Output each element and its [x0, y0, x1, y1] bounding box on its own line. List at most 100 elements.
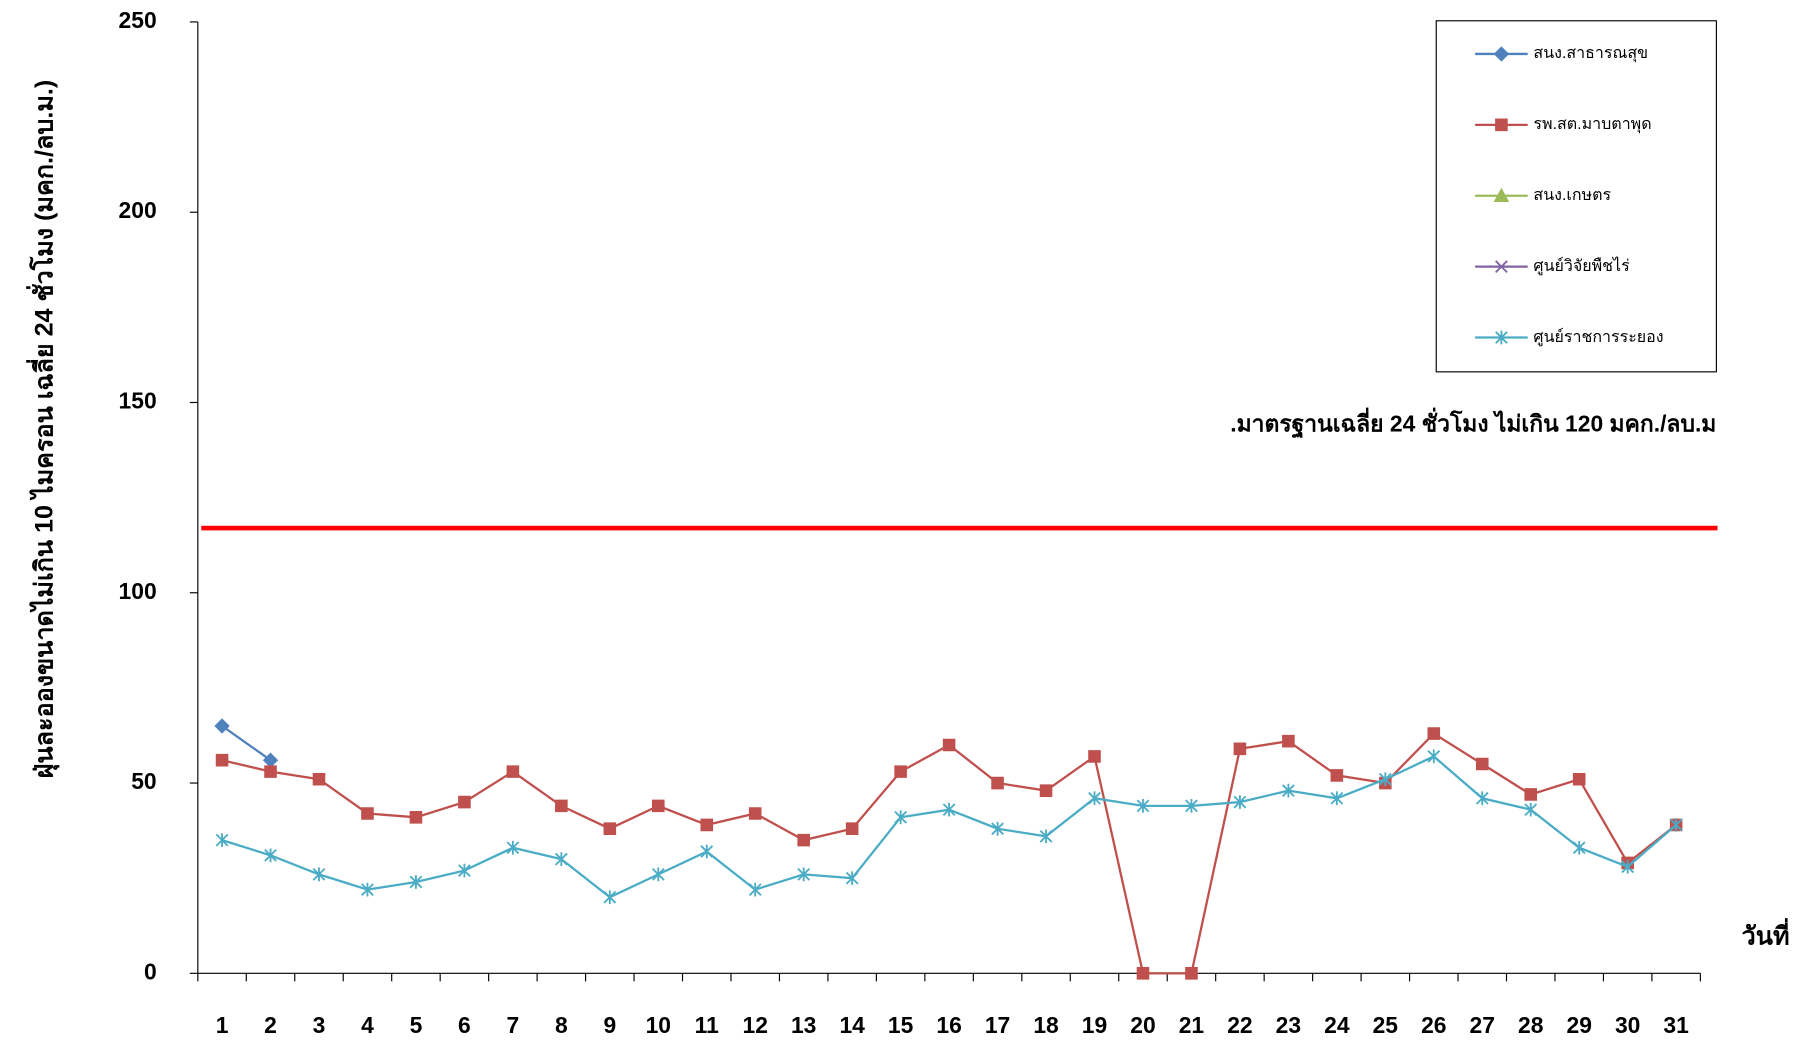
- marker: [1572, 840, 1586, 855]
- legend-marker: [1493, 187, 1510, 203]
- x-tick-label: 4: [361, 1012, 374, 1038]
- marker: [1185, 799, 1198, 813]
- marker: [797, 867, 811, 882]
- marker: [1427, 727, 1441, 740]
- marker: [748, 882, 762, 897]
- x-tick-label: 21: [1179, 1012, 1205, 1038]
- x-tick-label: 7: [507, 1012, 520, 1038]
- marker: [264, 765, 277, 778]
- series-line: [221, 732, 1677, 975]
- y-tick-label: 200: [119, 197, 157, 223]
- marker: [555, 799, 568, 813]
- legend-marker: [1495, 260, 1508, 274]
- legend-label: ศูนย์ราชการระยอง: [1533, 327, 1663, 347]
- marker: [991, 776, 1004, 790]
- marker: [894, 765, 907, 778]
- x-tick-label: 25: [1373, 1012, 1399, 1038]
- x-tick-label: 14: [839, 1012, 865, 1038]
- legend-marker: [1495, 330, 1508, 345]
- marker: [409, 811, 423, 824]
- marker: [215, 753, 229, 767]
- marker: [1088, 750, 1101, 763]
- x-tick-label: 6: [458, 1012, 471, 1038]
- legend-label: ศูนย์วิจัยพืชไร่: [1533, 256, 1630, 276]
- marker: [1330, 769, 1344, 782]
- marker: [1233, 795, 1247, 809]
- marker: [651, 799, 665, 813]
- x-tick-label: 20: [1130, 1012, 1155, 1038]
- marker: [991, 821, 1004, 836]
- marker: [361, 882, 374, 897]
- marker: [1039, 784, 1053, 797]
- x-tick-label: 26: [1421, 1012, 1446, 1038]
- marker: [215, 833, 229, 847]
- x-tick-label: 2: [264, 1012, 277, 1038]
- marker: [264, 848, 277, 863]
- marker: [312, 772, 326, 786]
- marker: [1524, 788, 1538, 801]
- x-tick-label: 30: [1615, 1012, 1640, 1038]
- marker: [1088, 791, 1101, 806]
- marker: [797, 833, 810, 847]
- x-tick-label: 18: [1033, 1012, 1059, 1038]
- marker: [361, 807, 374, 820]
- marker: [942, 802, 956, 817]
- marker: [651, 867, 665, 882]
- x-tick-label: 28: [1518, 1012, 1544, 1038]
- marker: [1136, 967, 1150, 980]
- marker: [1136, 799, 1150, 813]
- legend-marker: [1495, 118, 1508, 132]
- marker: [1427, 749, 1441, 764]
- x-tick-label: 1: [216, 1012, 229, 1038]
- annotation: .มาตรฐานเฉลี่ย 24 ชั่วโมง ไม่เกิน 120 มค…: [1230, 408, 1716, 439]
- y-tick-label: 250: [119, 7, 157, 33]
- marker: [458, 795, 471, 809]
- x-tick-label: 15: [888, 1012, 914, 1038]
- marker: [1475, 791, 1489, 806]
- marker: [1475, 757, 1489, 771]
- x-tick-label: 22: [1227, 1012, 1252, 1038]
- marker: [894, 810, 907, 825]
- marker: [262, 752, 279, 768]
- marker: [506, 840, 520, 855]
- x-tick-label: 31: [1663, 1012, 1689, 1038]
- marker: [1572, 772, 1586, 786]
- marker: [409, 875, 423, 889]
- x-tick-label: 16: [936, 1012, 961, 1038]
- marker: [1039, 829, 1053, 844]
- marker: [1330, 791, 1344, 806]
- y-axis-label: ฝุ่นละอองขนาดไม่เกิน 10 ไมครอน เฉลี่ย 24…: [25, 80, 60, 779]
- marker: [506, 765, 520, 778]
- x-tick-label: 27: [1470, 1012, 1495, 1038]
- series-line: [221, 725, 272, 762]
- x-tick-label: 19: [1082, 1012, 1107, 1038]
- marker: [1233, 742, 1247, 756]
- x-tick-label: 13: [791, 1012, 816, 1038]
- marker: [603, 890, 617, 905]
- x-axis-label: วันที่: [1742, 918, 1790, 951]
- marker: [845, 822, 859, 836]
- legend-label: สนง.เกษตร: [1533, 187, 1611, 204]
- x-tick-label: 9: [603, 1012, 616, 1038]
- legend-label: รพ.สต.มาบตาพุด: [1533, 116, 1651, 134]
- marker: [554, 852, 568, 867]
- marker: [312, 867, 326, 882]
- x-tick-label: 8: [555, 1012, 568, 1038]
- marker: [1621, 859, 1635, 874]
- marker: [748, 807, 762, 820]
- marker: [458, 863, 471, 878]
- marker: [1282, 783, 1295, 798]
- marker: [700, 818, 714, 832]
- y-tick-label: 100: [119, 578, 157, 604]
- series-line: [221, 755, 1677, 899]
- x-tick-label: 23: [1276, 1012, 1301, 1038]
- marker: [1185, 967, 1198, 980]
- marker: [1669, 818, 1683, 832]
- x-tick-label: 12: [743, 1012, 768, 1038]
- x-tick-label: 24: [1324, 1012, 1350, 1038]
- x-tick-label: 29: [1566, 1012, 1591, 1038]
- x-tick-label: 17: [985, 1012, 1010, 1038]
- marker: [1378, 772, 1392, 787]
- x-tick-label: 3: [313, 1012, 326, 1038]
